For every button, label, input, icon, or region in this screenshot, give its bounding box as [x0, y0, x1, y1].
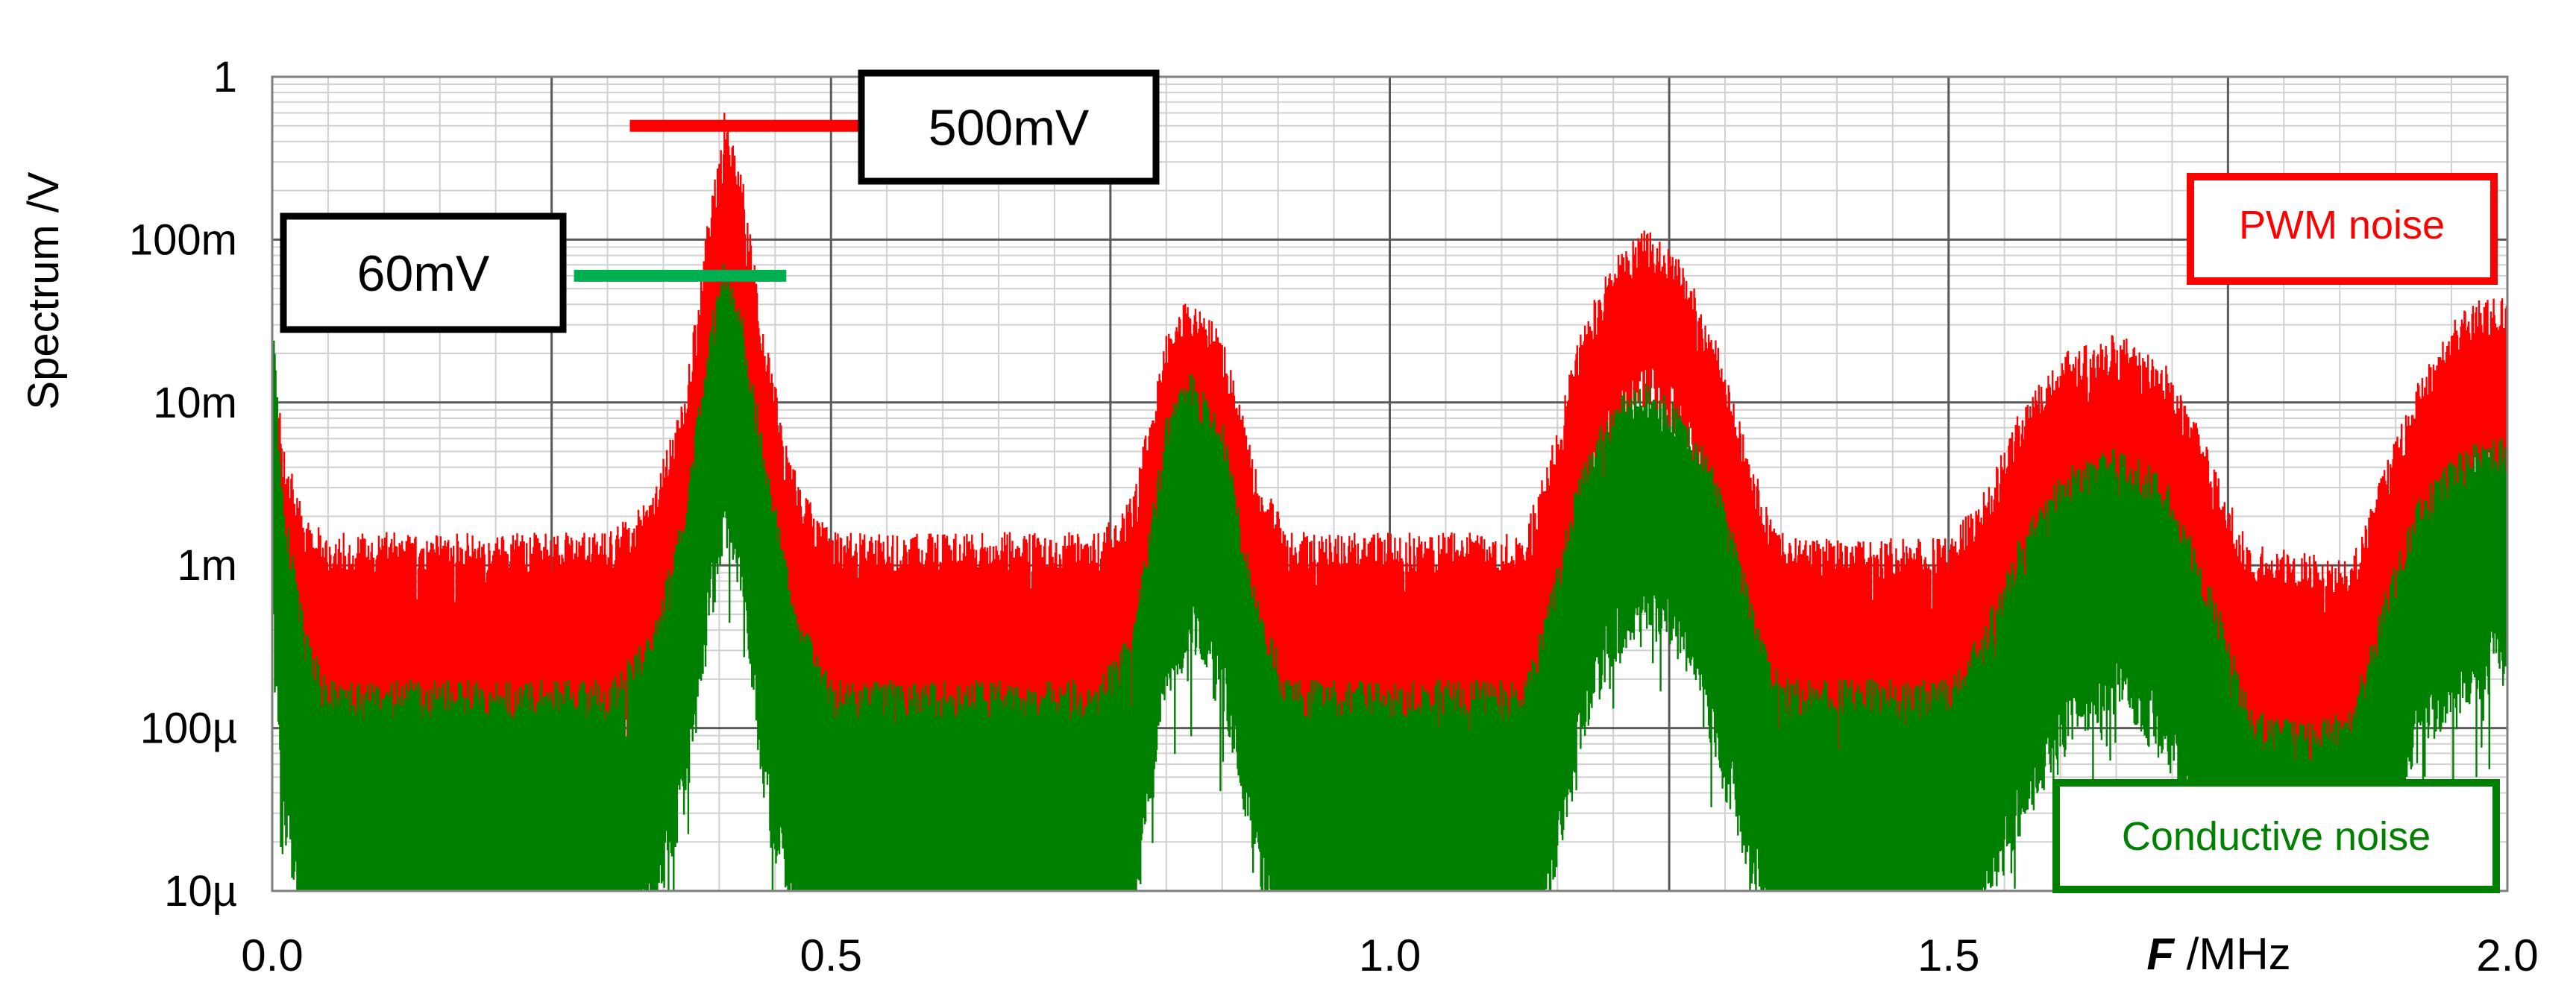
y-axis-ticks: 1 100m 10m 1m 100µ 10µ [129, 53, 237, 916]
x-tick-label: 0.5 [800, 930, 862, 980]
x-tick-label: 2.0 [2476, 930, 2538, 980]
legend-pwm-noise-label: PWM noise [2239, 203, 2445, 248]
series-layer [271, 113, 2509, 891]
y-tick-label: 1 [213, 53, 237, 101]
annotation-box [280, 212, 567, 333]
x-axis-ticks: 0.0 0.5 1.0 1.5 2.0 [241, 930, 2538, 980]
x-axis-unit: /MHz [2174, 929, 2291, 979]
annotation-box [858, 69, 1160, 185]
x-tick-label: 0.0 [241, 930, 303, 980]
plot-frame [271, 75, 2509, 892]
y-tick-label: 10m [153, 379, 237, 427]
y-axis-label: Spectrum /V [19, 171, 68, 409]
legend-conductive-noise-label: Conductive noise [2122, 814, 2431, 859]
x-axis-symbol: F [2146, 929, 2175, 979]
y-tick-label: 10µ [164, 867, 237, 916]
annotation-label: 60mV [357, 245, 490, 302]
x-tick-label: 1.0 [1359, 930, 1421, 980]
legend-conductive-noise: Conductive noise [2052, 779, 2500, 893]
x-tick-label: 1.5 [1917, 930, 1979, 980]
y-tick-label: 100m [129, 215, 237, 264]
annotation-label: 500mV [929, 100, 1090, 157]
y-tick-label: 1m [177, 541, 237, 590]
legend-pwm-noise: PWM noise [2187, 173, 2498, 285]
x-axis-label: F /MHz [2146, 929, 2290, 979]
y-tick-label: 100µ [140, 705, 237, 753]
annotations: 500mV 60mV [280, 69, 1160, 333]
